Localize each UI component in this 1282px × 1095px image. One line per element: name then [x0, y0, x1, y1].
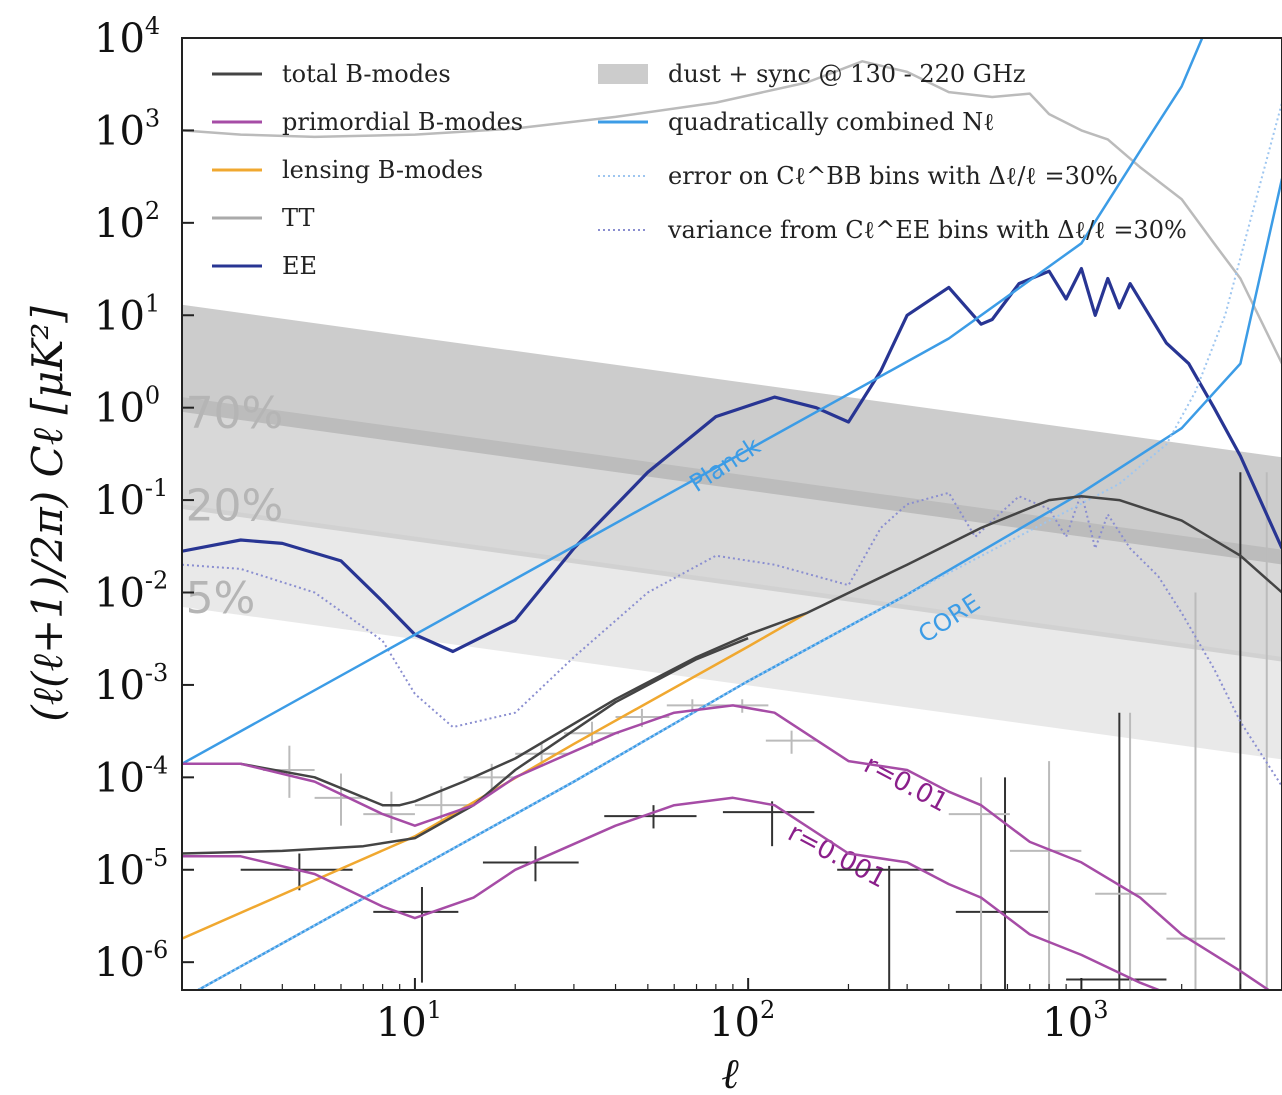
y-tick-exponent: -4: [145, 751, 168, 779]
legend-label: variance from Cℓ^EE bins with Δℓ/ℓ =30%: [667, 216, 1187, 244]
legend: total B-modes primordial B-modes lensing B…: [212, 60, 1187, 280]
y-tick-label: 10-6: [94, 936, 168, 986]
y-tick-label: 100: [94, 382, 160, 432]
legend-label: quadratically combined Nℓ: [668, 108, 995, 136]
y-axis-label: (ℓ(ℓ+1)/2π) Cℓ [μK²]: [23, 306, 72, 722]
legend-label: primordial B-modes: [282, 108, 523, 136]
series-line: [182, 495, 1282, 807]
y-tick-label: 101: [94, 289, 160, 339]
series-line: [182, 611, 808, 940]
chart-annotation: 5%: [186, 573, 256, 624]
y-tick-label: 102: [94, 197, 160, 247]
x-tick-exponent: 2: [760, 996, 775, 1024]
foreground-band: [182, 397, 1282, 662]
y-tick-exponent: 4: [145, 12, 160, 40]
x-tick-label: 101: [376, 996, 442, 1046]
y-tick-label: 10-2: [94, 567, 168, 617]
x-tick-exponent: 3: [1093, 996, 1108, 1024]
y-tick-exponent: -1: [145, 474, 168, 502]
y-tick-exponent: -5: [145, 844, 168, 872]
legend-label: error on Cℓ^BB bins with Δℓ/ℓ =30%: [668, 162, 1118, 190]
chart-annotation: 20%: [186, 481, 284, 532]
chart-annotation: 70%: [186, 388, 284, 439]
y-tick-exponent: -2: [145, 567, 168, 595]
y-tick-label: 10-1: [94, 474, 168, 524]
plot-frame: [181, 37, 1282, 991]
chart-annotation: r=0.01: [859, 750, 953, 819]
x-tick-exponent: 1: [427, 996, 442, 1024]
y-tick-exponent: 2: [145, 197, 160, 225]
legend-label: lensing B-modes: [282, 156, 483, 184]
legend-label: dust + sync @ 130 - 220 GHz: [668, 60, 1026, 88]
x-tick-label: 102: [709, 996, 775, 1046]
legend-label: TT: [282, 204, 314, 232]
legend-swatch: [598, 64, 648, 84]
y-tick-label: 10-3: [94, 659, 168, 709]
y-tick-exponent: -3: [145, 659, 168, 687]
x-tick-label: 103: [1042, 996, 1108, 1046]
series-line: [196, 102, 1282, 990]
series-line: [182, 60, 1282, 365]
series-line: [182, 796, 1163, 990]
y-tick-label: 103: [94, 104, 160, 154]
y-tick-label: 10-5: [94, 844, 168, 894]
y-tick-exponent: -6: [145, 936, 168, 964]
y-tick-exponent: 3: [145, 104, 160, 132]
series-line: [182, 38, 1204, 765]
x-axis-label: ℓ: [721, 1049, 739, 1095]
y-tick-label: 104: [94, 12, 160, 62]
foreground-band: [182, 304, 1282, 565]
series-line: [182, 704, 1271, 990]
foreground-band: [182, 504, 1282, 760]
y-tick-exponent: 0: [145, 382, 160, 410]
y-tick-exponent: 1: [145, 289, 160, 317]
series-line: [182, 491, 1282, 787]
y-tick-label: 10-4: [94, 751, 168, 801]
legend-label: total B-modes: [282, 60, 451, 88]
legend-label: EE: [282, 252, 317, 280]
chart-annotation: r=0.001: [783, 818, 891, 895]
series-line: [182, 267, 1282, 654]
